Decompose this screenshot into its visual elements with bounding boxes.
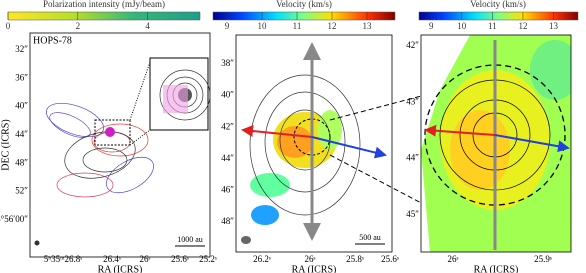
x-tick-label: 26ˢ [140,254,151,264]
y-tick-label: 42″ [406,40,419,50]
x-tick-label: 26ˢ [305,254,316,264]
plot-frame [420,34,572,253]
colorbar-tick-label: 12 [328,21,337,31]
x-tick-label: 5ʰ35ᵐ26.8ˢ [44,254,83,264]
y-tick-label: −5°56′00″ [0,214,28,224]
panel-2: Velocity (km/s) 500 au RA (ICRS) [212,0,396,273]
x-tick-label: 25.6ˢ [171,254,189,264]
colorbar [212,11,396,21]
y-tick-label: 44″ [406,153,419,163]
colorbar-tick-label: 12 [518,21,527,31]
y-tick-label: 32″ [15,44,28,54]
velocity-map [421,35,571,252]
colorbar-tick-label: 0 [6,21,11,31]
colorbar-tick-label: 11 [488,21,497,31]
y-tick-label: 44″ [221,153,234,163]
y-tick-label: 48″ [221,216,234,226]
y-tick-label: 45″ [406,209,419,219]
colorbar-tick-label: 4 [145,21,150,31]
beam [241,236,251,244]
x-tick-label: 26ˢ [448,254,459,264]
x-tick-label: 25.6ˢ [381,254,399,264]
scale-bar-label: 1000 au [177,235,203,244]
velocity-map [241,42,387,241]
colorbar-tick-label: 10 [457,21,467,31]
zoom-line [329,154,426,206]
source-label: HOPS-78 [33,35,72,46]
colorbar-tick-label: 9 [429,21,434,31]
colorbar-title: Velocity (km/s) [470,0,526,9]
zoom-line [129,129,151,146]
plot-frame [235,34,393,253]
x-tick-label: 26.2ˢ [253,254,271,264]
beam [34,240,40,246]
zoom-line [129,61,151,121]
colorbar-tick-label: 13 [549,21,559,31]
plot-frame [29,32,211,258]
inset [149,57,211,131]
x-tick-label: 25.2ˢ [199,254,217,264]
colorbar-title: Velocity (km/s) [276,0,332,9]
x-tick-label: 26.4ˢ [103,254,121,264]
x-axis-title: RA (ICRS) [98,264,143,273]
panel-3: Velocity (km/s) RA (ICRS) [418,0,579,273]
y-tick-label: 46″ [221,184,234,194]
panel-1: Polarization intensity (mJy/beam) HOPS-7… [0,0,211,273]
contours [46,102,154,198]
colorbar [418,11,579,21]
y-tick-label: 44″ [15,129,28,139]
scale-bar-label: 500 au [359,233,381,242]
y-tick-label: 36″ [15,72,28,82]
y-tick-label: 40″ [221,90,234,100]
y-axis-title: DEC (ICRS) [0,119,11,170]
colorbar-title: Polarization intensity (mJy/beam) [43,0,165,9]
x-tick-label: 25.9ˢ [534,254,552,264]
y-tick-label: 52″ [15,186,28,196]
colorbar-tick-label: 13 [363,21,373,31]
y-tick-label: 43″ [406,96,419,106]
x-tick-label: 25.8ˢ [346,254,364,264]
zoom-box [94,119,131,146]
colorbar-tick-label: 2 [76,21,81,31]
colorbar-tick-label: 9 [225,21,230,31]
y-tick-label: 38″ [221,58,234,68]
y-tick-label: 42″ [221,121,234,131]
x-axis-title: RA (ICRS) [292,264,337,273]
y-tick-label: 48″ [15,157,28,167]
x-axis-title: RA (ICRS) [474,264,519,273]
colorbar [7,11,201,21]
colorbar-tick-label: 10 [258,21,268,31]
colorbar-tick-label: 11 [293,21,302,31]
y-tick-label: 40″ [15,101,28,111]
zoom-line [329,94,426,121]
